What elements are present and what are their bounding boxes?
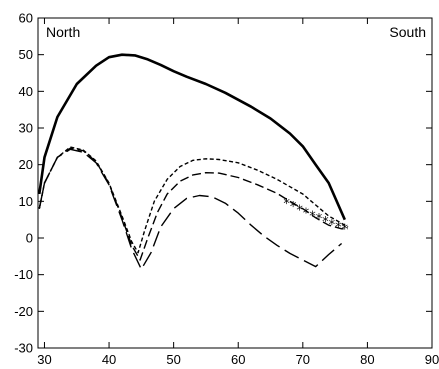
star-marker: * [335, 221, 342, 236]
y-tick-label: 50 [19, 47, 33, 62]
x-tick-label: 90 [425, 352, 439, 367]
annotation-north: North [46, 24, 80, 40]
star-marker: * [322, 215, 329, 230]
star-marker: * [283, 197, 290, 212]
y-tick-label: 10 [19, 194, 33, 209]
star-marker: * [329, 218, 336, 233]
x-tick-label: 40 [102, 352, 116, 367]
series-line-long-dash [38, 148, 343, 270]
x-tick-label: 70 [296, 352, 310, 367]
star-marker: * [296, 203, 303, 218]
axis-ticks: 30 40 50 60 70 80 90 -30 -20 -10 0 10 20 30 40 50 60 [14, 11, 439, 368]
x-tick-label: 30 [37, 352, 51, 367]
x-tick-label: 80 [360, 352, 374, 367]
star-marker: * [342, 222, 349, 237]
y-tick-label: 60 [19, 11, 33, 26]
plot-frame [37, 17, 433, 349]
series-line-solid-thick [38, 53, 346, 221]
star-marker: * [316, 212, 323, 227]
y-tick-label: -20 [14, 304, 33, 319]
series-line-dotted [38, 146, 349, 254]
y-tick-label: 20 [19, 157, 33, 172]
series-line-dashed [38, 147, 348, 261]
y-tick-label: 40 [19, 84, 33, 99]
y-tick-label: -10 [14, 267, 33, 282]
star-marker: * [303, 206, 310, 221]
y-tick-label: -30 [14, 341, 33, 356]
y-tick-label: 0 [26, 231, 33, 246]
y-tick-label: 30 [19, 121, 33, 136]
x-tick-label: 60 [231, 352, 245, 367]
x-tick-label: 50 [166, 352, 180, 367]
star-marker: * [290, 200, 297, 215]
series-group: * * * * * * * * * * [38, 53, 349, 270]
annotation-south: South [389, 24, 426, 40]
star-marker: * [309, 209, 316, 224]
